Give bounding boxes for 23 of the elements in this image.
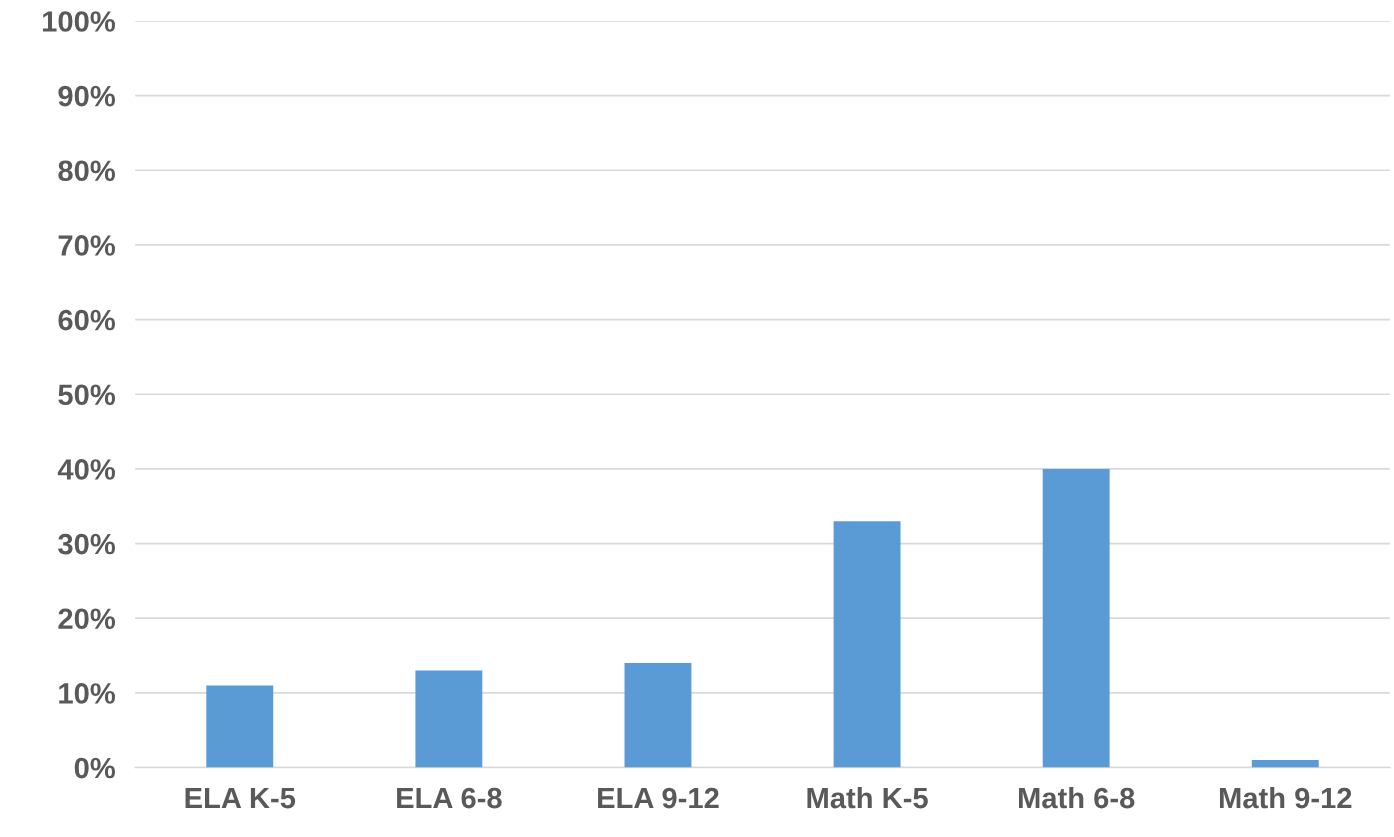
bar [1042, 468, 1110, 768]
x-tick-label: Math K-5 [807, 786, 928, 809]
x-tick-label: ELA K-5 [185, 788, 296, 809]
y-tick-label: 80% [58, 160, 116, 182]
y-tick-label: 0% [74, 757, 116, 779]
y-tick-label: 60% [58, 309, 116, 331]
x-tick-label: ELA 9-12 [598, 787, 719, 809]
x-tick-label: Math 6-8 [1018, 786, 1135, 809]
x-tick-label: Math 9-12 [1219, 786, 1352, 809]
y-tick-label: 10% [59, 683, 116, 704]
bar [1251, 760, 1319, 768]
y-tick-label: 90% [58, 85, 116, 107]
x-tick-label: ELA 6-8 [397, 787, 502, 809]
bar [833, 521, 901, 768]
y-tick-label: 20% [58, 608, 116, 630]
y-tick-label: 70% [58, 235, 116, 256]
y-tick-label: 30% [58, 533, 116, 555]
y-tick-label: 50% [58, 384, 116, 406]
bar [415, 670, 483, 768]
bar [624, 663, 692, 768]
bar [206, 685, 274, 768]
y-tick-label: 40% [57, 459, 116, 480]
y-tick-label: 100% [43, 11, 116, 32]
